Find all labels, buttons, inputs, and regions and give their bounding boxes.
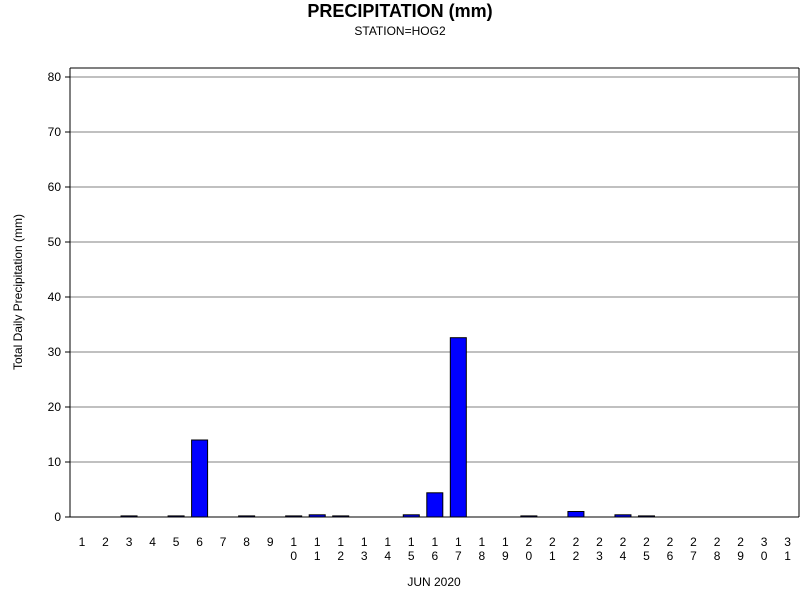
bar	[449, 337, 467, 518]
chart-title: PRECIPITATION (mm)	[307, 1, 492, 21]
x-tick-label: 5	[173, 535, 180, 549]
x-tick-label: 2	[102, 535, 109, 549]
x-tick-label: 4	[149, 535, 156, 549]
chart-subtitle: STATION=HOG2	[354, 24, 446, 38]
bar	[426, 492, 444, 518]
x-tick-label: 6	[196, 535, 203, 549]
y-tick-label: 50	[48, 235, 62, 249]
y-tick-label: 10	[48, 455, 62, 469]
y-tick-label: 80	[48, 70, 62, 84]
y-tick-label: 20	[48, 400, 62, 414]
gridlines	[70, 67, 800, 517]
y-tick-label: 40	[48, 290, 62, 304]
y-axis-label: Total Daily Precipitation (mm)	[11, 214, 25, 370]
bar	[567, 511, 585, 518]
y-tick-label: 30	[48, 345, 62, 359]
x-tick-label: 8	[243, 535, 250, 549]
x-tick-label: 7	[220, 535, 227, 549]
x-tick-label: 1	[79, 535, 86, 549]
x-axis: 1 2 3 4 5 6 7 8 9 1 01 11 21 31 41 51 61 71 81 92 02 12 22 32 42…	[70, 516, 799, 563]
bars	[120, 337, 655, 518]
y-axis: 0 10 20 30 40 50 60 70 80	[48, 68, 71, 524]
y-tick-label: 0	[54, 510, 61, 524]
y-tick-label: 60	[48, 180, 62, 194]
x-tick-label: 9	[267, 535, 274, 549]
x-axis-label: JUN 2020	[407, 575, 461, 589]
bar	[191, 439, 209, 518]
x-tick-label: 3	[126, 535, 133, 549]
y-tick-label: 70	[48, 125, 62, 139]
